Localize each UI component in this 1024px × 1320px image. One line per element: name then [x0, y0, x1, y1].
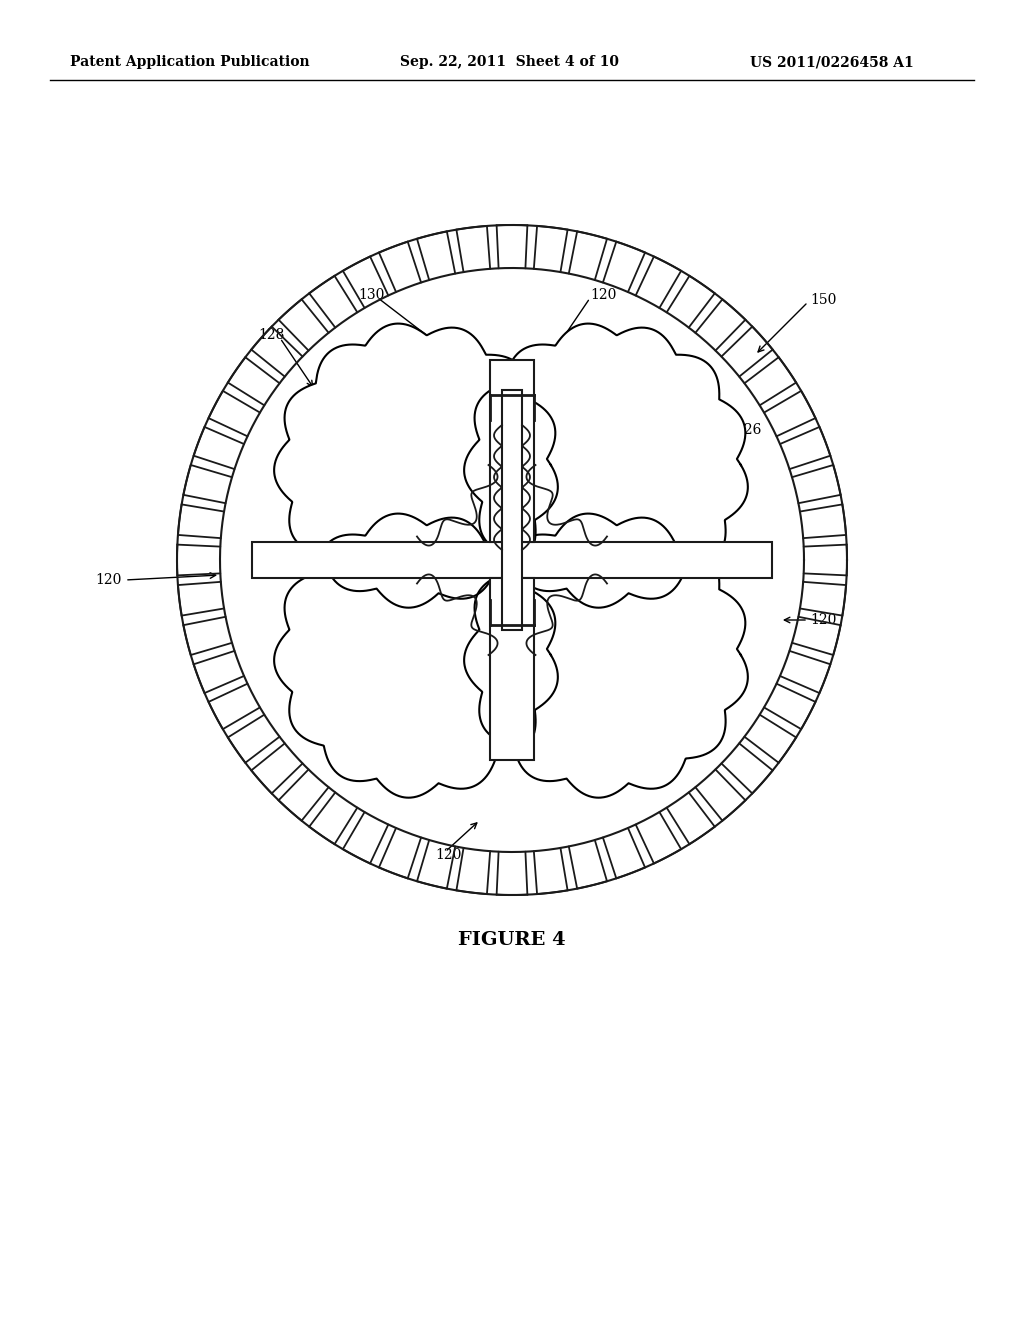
Polygon shape: [274, 323, 558, 607]
Text: 120: 120: [95, 573, 122, 587]
Text: Patent Application Publication: Patent Application Publication: [70, 55, 309, 69]
Text: 152: 152: [700, 723, 726, 737]
Text: 130: 130: [358, 288, 384, 302]
Text: 120: 120: [810, 612, 837, 627]
Bar: [490, 578, 534, 760]
Text: 126: 126: [735, 422, 762, 437]
Text: 120: 120: [590, 288, 616, 302]
Text: 128: 128: [258, 327, 285, 342]
Bar: [252, 543, 772, 578]
Text: 134: 134: [545, 521, 571, 535]
Polygon shape: [177, 224, 847, 895]
Polygon shape: [464, 513, 748, 797]
Text: US 2011/0226458 A1: US 2011/0226458 A1: [750, 55, 913, 69]
Bar: [490, 360, 534, 543]
Bar: [502, 389, 522, 630]
Text: 150: 150: [810, 293, 837, 308]
Text: 120: 120: [435, 847, 462, 862]
Polygon shape: [464, 323, 748, 607]
Polygon shape: [274, 513, 558, 797]
Text: 132: 132: [465, 568, 492, 582]
Text: 136: 136: [340, 492, 367, 507]
Text: Sep. 22, 2011  Sheet 4 of 10: Sep. 22, 2011 Sheet 4 of 10: [400, 55, 618, 69]
Text: FIGURE 4: FIGURE 4: [458, 931, 566, 949]
